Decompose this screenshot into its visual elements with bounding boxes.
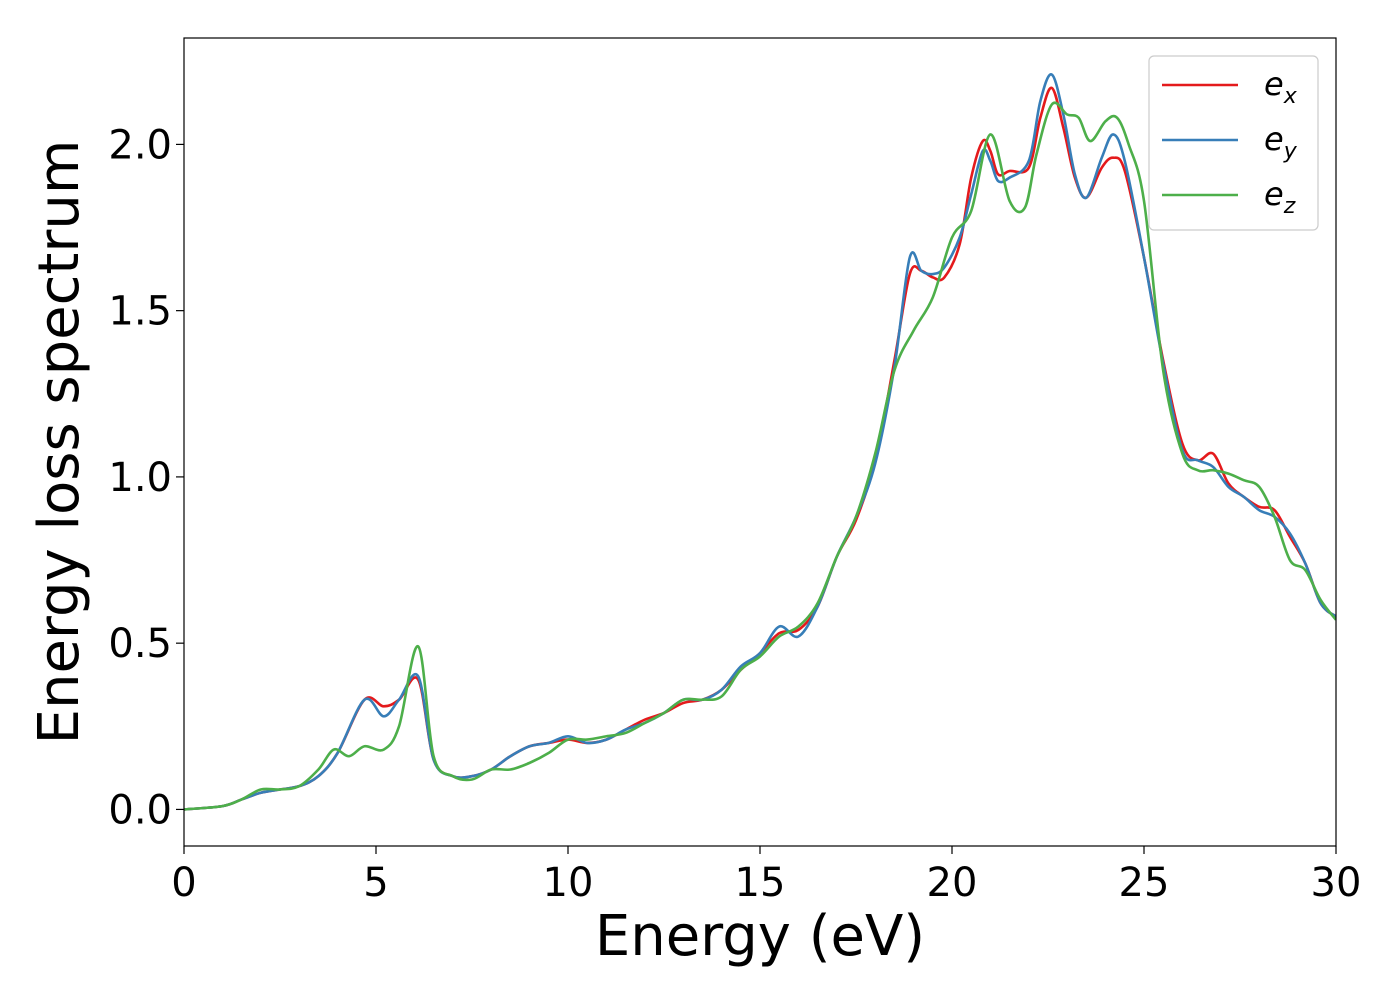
y-tick-label: 2.0	[108, 122, 172, 168]
legend-box	[1148, 55, 1319, 231]
x-tick-label: 0	[171, 860, 196, 906]
legend-label-x: ex	[1264, 65, 1298, 109]
legend-label-y: ey	[1264, 120, 1298, 164]
legend: ex ey ez	[1148, 55, 1319, 231]
legend-label-z: ez	[1264, 175, 1296, 219]
x-tick-label: 25	[1119, 860, 1170, 906]
x-axis-title: Energy (eV)	[595, 904, 925, 969]
y-tick-label: 1.0	[108, 455, 172, 501]
y-tick-label: 1.5	[108, 289, 172, 335]
x-tick-label: 20	[927, 860, 978, 906]
series-line-z	[184, 101, 1336, 811]
x-axis: 0 5 10 15 20 25 30	[171, 846, 1361, 906]
x-tick-label: 15	[735, 860, 786, 906]
y-axis: 0.0 0.5 1.0 1.5 2.0	[108, 122, 184, 833]
x-tick-label: 30	[1311, 860, 1362, 906]
y-axis-title: Energy loss spectrum	[27, 140, 92, 745]
x-tick-label: 10	[543, 860, 594, 906]
y-tick-label: 0.0	[108, 787, 172, 833]
x-tick-label: 5	[363, 860, 388, 906]
series-layer	[184, 73, 1336, 811]
y-tick-label: 0.5	[108, 621, 172, 667]
